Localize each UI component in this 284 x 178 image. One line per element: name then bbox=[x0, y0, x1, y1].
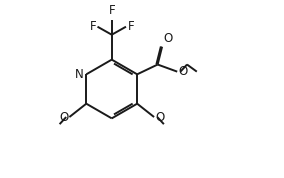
Text: F: F bbox=[128, 20, 134, 33]
Text: O: O bbox=[163, 32, 172, 45]
Text: O: O bbox=[59, 111, 68, 124]
Text: F: F bbox=[108, 4, 115, 17]
Text: O: O bbox=[178, 65, 187, 78]
Text: O: O bbox=[155, 111, 164, 124]
Text: N: N bbox=[75, 68, 84, 81]
Text: F: F bbox=[89, 20, 96, 33]
